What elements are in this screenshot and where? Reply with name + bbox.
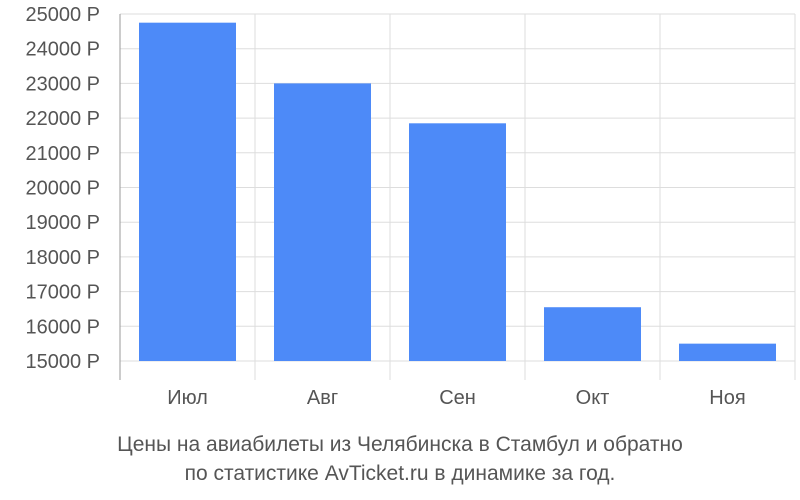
tick-labels: 15000 Р 16000 Р 17000 Р 18000 Р 19000 Р 20000…: [25, 4, 745, 409]
bar: [409, 123, 506, 362]
bar: [679, 343, 776, 361]
y-tick-label: 21000 Р: [25, 143, 100, 165]
y-tick-label: 15000 Р: [25, 351, 100, 373]
x-tick-label: Авг: [307, 387, 338, 409]
bar: [274, 83, 371, 362]
bar: [544, 307, 641, 361]
x-tick-label: Окт: [576, 387, 610, 409]
y-tick-label: 18000 Р: [25, 247, 100, 269]
bars: [139, 22, 776, 362]
y-tick-label: 25000 Р: [25, 4, 100, 26]
x-tick-label: Сен: [439, 387, 476, 409]
x-tick-label: Ноя: [709, 387, 745, 409]
chart-caption-line-2: по статистике AvTicket.ru в динамике за …: [184, 462, 616, 485]
y-tick-label: 23000 Р: [25, 73, 100, 95]
y-tick-label: 24000 Р: [25, 39, 100, 61]
y-tick-label: 16000 Р: [25, 316, 100, 338]
y-tick-label: 22000 Р: [25, 108, 100, 130]
y-tick-label: 19000 Р: [25, 212, 100, 234]
x-tick-label: Июл: [167, 387, 208, 409]
y-tick-label: 20000 Р: [25, 178, 100, 200]
chart-caption-line-1: Цены на авиабилеты из Челябинска в Стамб…: [117, 433, 683, 456]
y-tick-label: 17000 Р: [25, 282, 100, 304]
bar: [139, 22, 236, 362]
